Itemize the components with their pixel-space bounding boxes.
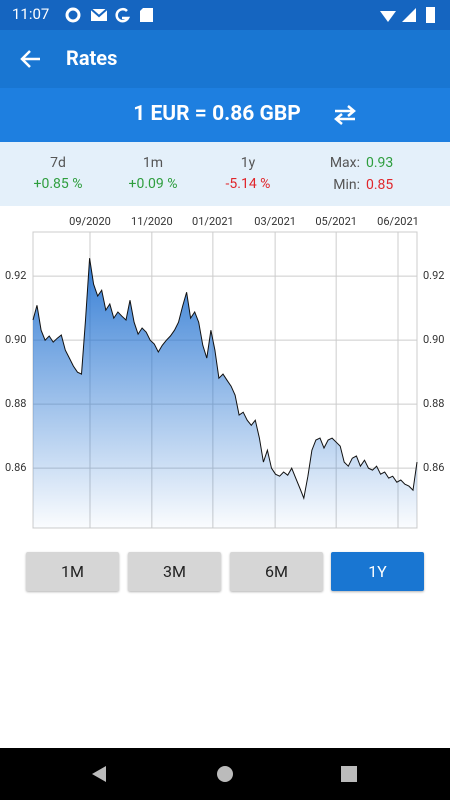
clock: 11:07 <box>12 5 50 23</box>
range-button[interactable]: 1Y <box>331 552 424 591</box>
stat-label: 1y <box>240 155 256 171</box>
area-fill <box>33 258 417 528</box>
min: Min: 0.85 <box>310 177 393 193</box>
chart: 0.86 0.86 0.88 0.88 0.90 0.90 0.92 0.92 09/2020 1… <box>5 215 444 529</box>
stats-panel: 7d +0.85 % 1m +0.09 % 1y -5.14 % Max: 0.93 M… <box>0 142 450 206</box>
min-value: 0.85 <box>366 177 394 193</box>
status-bar: 11:07 <box>0 0 450 30</box>
system-icons <box>380 7 435 23</box>
back-button[interactable] <box>20 48 42 70</box>
max-label: Max: <box>329 155 360 171</box>
x-tick-label: 03/2021 <box>254 215 296 228</box>
range-button[interactable]: 3M <box>128 552 221 591</box>
line <box>32 258 418 501</box>
y-tick-label: 0.86 <box>5 461 26 474</box>
rate-text: 1 EUR = 0.86 GBP <box>133 102 301 126</box>
y-tick-label: 0.88 <box>5 397 26 410</box>
stat-label: 1m <box>142 155 164 171</box>
rate-banner: 1 EUR = 0.86 GBP <box>0 88 450 142</box>
stat-label: 7d <box>50 155 66 171</box>
y-tick-label-right: 0.92 <box>423 269 444 282</box>
stat-value: +0.85 % <box>33 176 83 192</box>
max-value: 0.93 <box>366 155 394 171</box>
nav-back[interactable] <box>92 766 106 782</box>
stat: 7d +0.85 % <box>18 142 98 192</box>
stat: 1m +0.09 % <box>113 142 193 192</box>
stat: 1y -5.14 % <box>208 142 288 192</box>
status-icons <box>65 7 153 23</box>
y-tick-label-right: 0.86 <box>423 461 444 474</box>
y-tick-label: 0.92 <box>5 269 26 282</box>
range-button[interactable]: 6M <box>230 552 323 591</box>
nav-home[interactable] <box>217 766 233 782</box>
nav-recents[interactable] <box>341 766 357 782</box>
x-tick-label: 09/2020 <box>69 215 111 228</box>
y-tick-label-right: 0.88 <box>423 397 444 410</box>
x-tick-label: 05/2021 <box>315 215 357 228</box>
nav-bar <box>0 748 450 800</box>
stat-value: +0.09 % <box>128 176 178 192</box>
min-label: Min: <box>333 177 360 193</box>
nav-icons <box>92 766 357 782</box>
y-tick-label: 0.90 <box>5 333 26 346</box>
x-tick-label: 06/2021 <box>377 215 419 228</box>
x-tick-label: 01/2021 <box>192 215 234 228</box>
app-bar: Rates <box>0 30 450 88</box>
range-button[interactable]: 1M <box>26 552 119 591</box>
max: Max: 0.93 <box>310 155 393 171</box>
y-tick-label-right: 0.90 <box>423 333 444 346</box>
x-tick-label: 11/2020 <box>131 215 173 228</box>
app-title: Rates <box>66 46 118 70</box>
swap-button[interactable] <box>332 104 358 126</box>
stat-value: -5.14 % <box>225 176 271 192</box>
